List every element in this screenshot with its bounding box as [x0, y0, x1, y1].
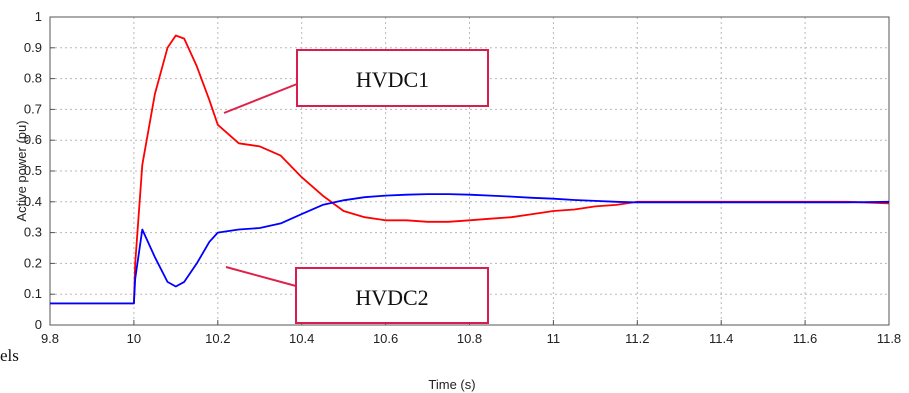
y-axis-ticks: 0 0.1 0.2 0.3 0.4 0.5 0.6 0.7 0.8 0.9 1 — [24, 9, 55, 332]
callouts: HVDC1 HVDC2 — [223, 49, 489, 324]
x-tick-label: 10.2 — [205, 331, 230, 346]
x-tick-label: 10.6 — [373, 331, 398, 346]
y-tick-label: 0.3 — [24, 225, 42, 240]
hvdc1-callout-box — [296, 49, 489, 107]
x-tick-label: 9.8 — [41, 331, 59, 346]
x-tick-label: 11.8 — [877, 331, 901, 346]
y-tick-label: 0.2 — [24, 255, 42, 270]
x-tick-label: 11.4 — [709, 331, 733, 346]
x-axis-ticks: 9.8 10 10.2 10.4 10.6 10.8 11 11.2 11.4 11.6 11.8 — [41, 320, 901, 346]
series-lines — [50, 34, 890, 305]
x-tick-label: 11 — [547, 331, 561, 346]
x-tick-label: 10.8 — [457, 331, 482, 346]
y-tick-label: 0.5 — [24, 163, 42, 178]
stray-text-fragment: els — [0, 346, 19, 365]
y-tick-label: 0.9 — [24, 40, 42, 55]
x-tick-label: 10 — [127, 331, 141, 346]
series-line-hvdc2 — [50, 193, 890, 305]
hvdc2-callout-label: HVDC2 — [355, 285, 428, 310]
hvdc2-callout-box — [295, 267, 489, 324]
x-tick-label: 11.2 — [625, 331, 649, 346]
y-axis-title: Active power (pu) — [14, 120, 29, 221]
x-tick-label: 10.4 — [289, 331, 314, 346]
hvdc2-leader-line — [225, 266, 297, 287]
y-tick-label: 1 — [35, 9, 42, 24]
x-tick-label: 11.6 — [793, 331, 817, 346]
y-tick-label: 0.8 — [24, 71, 42, 86]
y-tick-label: 0.1 — [24, 286, 42, 301]
y-tick-label: 0.4 — [24, 194, 42, 209]
y-tick-label: 0.6 — [24, 132, 42, 147]
hvdc1-leader-line — [223, 83, 298, 114]
x-axis-title: Time (s) — [428, 377, 475, 392]
y-tick-label: 0.7 — [24, 101, 42, 116]
hvdc1-callout-label: HVDC1 — [356, 67, 429, 92]
y-tick-label: 0 — [35, 317, 42, 332]
